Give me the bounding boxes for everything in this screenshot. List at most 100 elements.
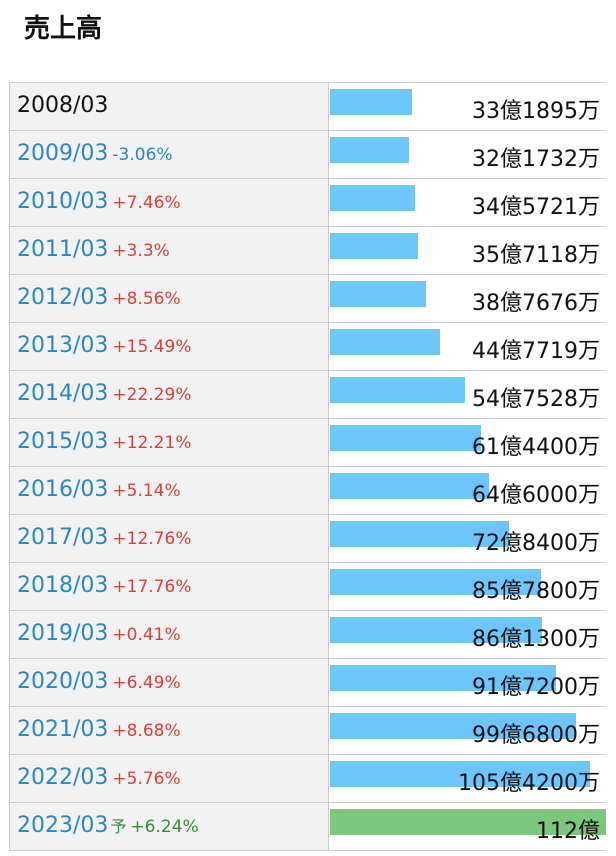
value-label: 99億6800万 bbox=[472, 723, 600, 748]
table-row: 2017/03 +12.76% 72億8400万 bbox=[9, 515, 606, 563]
label-cell: 2017/03 +12.76% bbox=[9, 515, 329, 562]
bar bbox=[330, 713, 576, 739]
bar bbox=[330, 137, 410, 163]
table-row: 2011/03 +3.3% 35億7118万 bbox=[9, 227, 606, 275]
table-row: 2020/03 +6.49% 91億7200万 bbox=[9, 659, 606, 707]
table-row: 2015/03 +12.21% 61億4400万 bbox=[9, 419, 606, 467]
year: 2017/03 bbox=[17, 525, 109, 550]
title: 売上高 bbox=[24, 14, 103, 44]
bar bbox=[330, 665, 557, 691]
bar bbox=[330, 89, 412, 115]
value-label: 61億4400万 bbox=[472, 435, 600, 460]
value-label: 91億7200万 bbox=[472, 675, 600, 700]
year-cell: 2014/03 +22.29% bbox=[17, 381, 191, 406]
change: +6.24% bbox=[130, 817, 199, 837]
forecast-note: 予 bbox=[110, 817, 127, 836]
bar bbox=[330, 617, 543, 643]
change: +5.14% bbox=[112, 481, 181, 501]
year-cell: 2023/03 予 +6.24% bbox=[17, 813, 199, 838]
table-row: 2009/03 -3.06% 32億1732万 bbox=[9, 131, 606, 179]
value-label: 105億4200万 bbox=[458, 771, 600, 796]
year-cell: 2015/03 +12.21% bbox=[17, 429, 191, 454]
change: +12.21% bbox=[112, 433, 192, 453]
change: +8.68% bbox=[112, 721, 181, 741]
table-row: 2022/03 +5.76% 105億4200万 bbox=[9, 755, 606, 803]
value-label: 32億1732万 bbox=[472, 147, 600, 172]
year: 2010/03 bbox=[17, 189, 109, 214]
table-row: 2016/03 +5.14% 64億6000万 bbox=[9, 467, 606, 515]
year: 2019/03 bbox=[17, 621, 109, 646]
year-cell: 2008/03 bbox=[17, 93, 108, 118]
change: +12.76% bbox=[112, 529, 192, 549]
change: +15.49% bbox=[112, 337, 192, 357]
year-cell: 2011/03 +3.3% bbox=[17, 237, 170, 262]
bar bbox=[330, 185, 416, 211]
label-cell: 2021/03 +8.68% bbox=[9, 707, 329, 754]
table-row: 2014/03 +22.29% 54億7528万 bbox=[9, 371, 606, 419]
label-cell: 2019/03 +0.41% bbox=[9, 611, 329, 658]
year: 2021/03 bbox=[17, 717, 109, 742]
year: 2020/03 bbox=[17, 669, 109, 694]
year: 2016/03 bbox=[17, 477, 109, 502]
value-label: 33億1895万 bbox=[472, 99, 600, 124]
table-row: 2008/03 33億1895万 bbox=[9, 83, 606, 131]
year-cell: 2013/03 +15.49% bbox=[17, 333, 191, 358]
year: 2013/03 bbox=[17, 333, 109, 358]
table-row: 2021/03 +8.68% 99億6800万 bbox=[9, 707, 606, 755]
bar bbox=[330, 521, 510, 547]
label-cell: 2015/03 +12.21% bbox=[9, 419, 329, 466]
label-cell: 2018/03 +17.76% bbox=[9, 563, 329, 610]
change: +8.56% bbox=[112, 289, 181, 309]
value-label: 35億7118万 bbox=[472, 243, 600, 268]
year-cell: 2022/03 +5.76% bbox=[17, 765, 181, 790]
year-cell: 2016/03 +5.14% bbox=[17, 477, 181, 502]
year: 2018/03 bbox=[17, 573, 109, 598]
value-label: 86億1300万 bbox=[472, 627, 600, 652]
table-row: 2023/03 予 +6.24% 112億 bbox=[9, 803, 606, 851]
label-cell: 2013/03 +15.49% bbox=[9, 323, 329, 370]
label-cell: 2014/03 +22.29% bbox=[9, 371, 329, 418]
year-cell: 2019/03 +0.41% bbox=[17, 621, 181, 646]
year: 2022/03 bbox=[17, 765, 109, 790]
year-cell: 2021/03 +8.68% bbox=[17, 717, 181, 742]
year-cell: 2017/03 +12.76% bbox=[17, 525, 191, 550]
bar bbox=[330, 425, 482, 451]
value-label: 38億7676万 bbox=[472, 291, 600, 316]
table-row: 2019/03 +0.41% 86億1300万 bbox=[9, 611, 606, 659]
label-cell: 2023/03 予 +6.24% bbox=[9, 803, 329, 850]
label-cell: 2022/03 +5.76% bbox=[9, 755, 329, 802]
year-cell: 2020/03 +6.49% bbox=[17, 669, 181, 694]
table-row: 2018/03 +17.76% 85億7800万 bbox=[9, 563, 606, 611]
table-row: 2012/03 +8.56% 38億7676万 bbox=[9, 275, 606, 323]
year-cell: 2009/03 -3.06% bbox=[17, 141, 173, 166]
label-cell: 2016/03 +5.14% bbox=[9, 467, 329, 514]
label-cell: 2020/03 +6.49% bbox=[9, 659, 329, 706]
change: +6.49% bbox=[112, 673, 181, 693]
value-label: 44億7719万 bbox=[472, 339, 600, 364]
bar bbox=[330, 809, 606, 835]
year: 2015/03 bbox=[17, 429, 109, 454]
bar bbox=[330, 473, 490, 499]
bar bbox=[330, 569, 542, 595]
change: +5.76% bbox=[112, 769, 181, 789]
bar bbox=[330, 761, 590, 787]
year-cell: 2012/03 +8.56% bbox=[17, 285, 181, 310]
label-cell: 2010/03 +7.46% bbox=[9, 179, 329, 226]
value-label: 72億8400万 bbox=[472, 531, 600, 556]
year-cell: 2018/03 +17.76% bbox=[17, 573, 191, 598]
label-cell: 2008/03 bbox=[9, 83, 329, 130]
label-cell: 2009/03 -3.06% bbox=[9, 131, 329, 178]
value-label: 54億7528万 bbox=[472, 387, 600, 412]
year: 2014/03 bbox=[17, 381, 109, 406]
year: 2012/03 bbox=[17, 285, 109, 310]
label-cell: 2011/03 +3.3% bbox=[9, 227, 329, 274]
change: -3.06% bbox=[112, 145, 173, 165]
label-cell: 2012/03 +8.56% bbox=[9, 275, 329, 322]
value-label: 85億7800万 bbox=[472, 579, 600, 604]
change: +22.29% bbox=[112, 385, 192, 405]
value-label: 64億6000万 bbox=[472, 483, 600, 508]
year: 2011/03 bbox=[17, 237, 109, 262]
bar bbox=[330, 281, 426, 307]
change: +17.76% bbox=[112, 577, 192, 597]
